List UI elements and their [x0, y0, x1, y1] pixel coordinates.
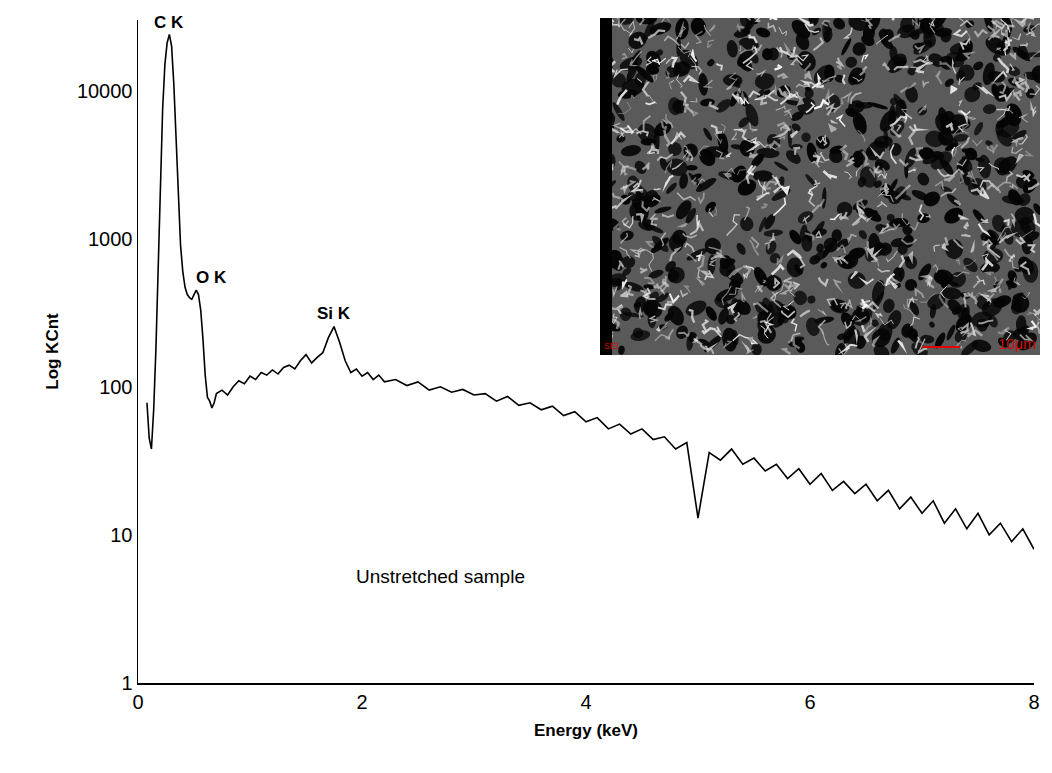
svg-text:Unstretched sample: Unstretched sample	[356, 566, 525, 587]
svg-text:Log KCnt: Log KCnt	[43, 313, 62, 390]
svg-text:0: 0	[132, 691, 143, 713]
svg-text:10: 10	[110, 524, 132, 546]
svg-text:6: 6	[804, 691, 815, 713]
svg-text:O K: O K	[196, 268, 227, 287]
svg-text:2: 2	[356, 691, 367, 713]
svg-text:8: 8	[1028, 691, 1039, 713]
svg-text:Si K: Si K	[317, 304, 351, 323]
svg-text:100: 100	[99, 376, 132, 398]
svg-text:10000: 10000	[77, 80, 133, 102]
svg-text:C K: C K	[154, 13, 184, 32]
svg-text:4: 4	[580, 691, 591, 713]
svg-text:1000: 1000	[88, 228, 133, 250]
svg-text:1: 1	[121, 672, 132, 694]
html-text:SEI: SEI	[604, 341, 619, 351]
html-text:10μm: 10μm	[998, 335, 1036, 352]
svg-text:Energy (keV): Energy (keV)	[534, 721, 638, 740]
